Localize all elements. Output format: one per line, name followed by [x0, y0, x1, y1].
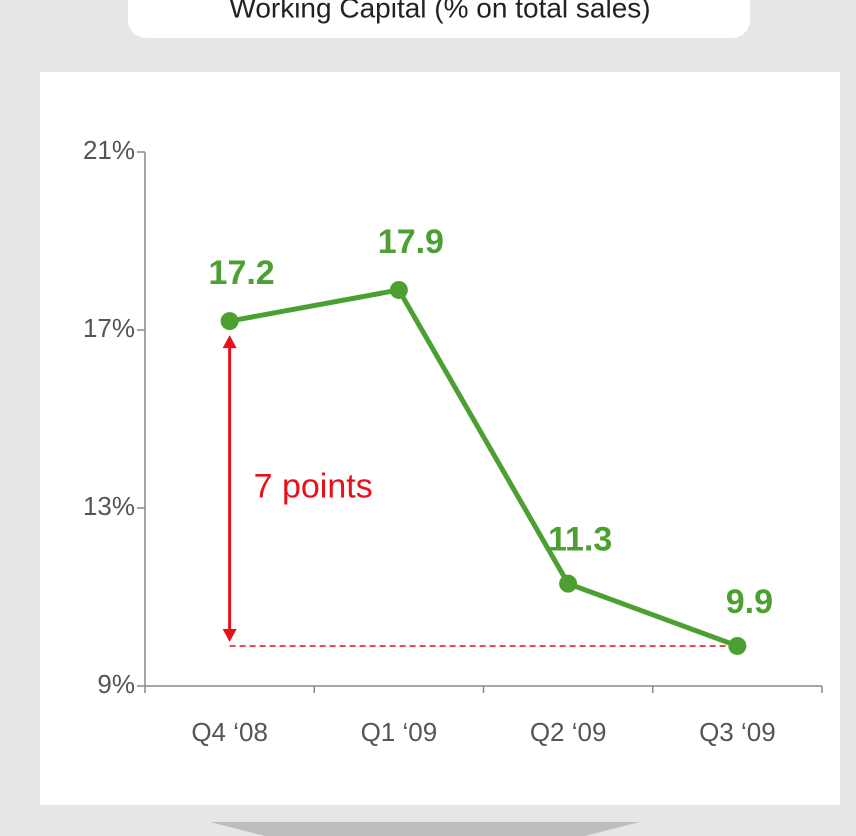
- data-label: 11.3: [548, 521, 612, 559]
- arrow-head: [222, 628, 237, 642]
- x-tick-label: Q4 ‘08: [191, 717, 268, 747]
- y-tick-label: 17%: [83, 313, 135, 343]
- y-tick-label: 13%: [83, 491, 135, 521]
- data-label: 17.9: [378, 223, 444, 261]
- annotation-text: 7 points: [254, 468, 373, 506]
- y-tick-label: 21%: [83, 135, 135, 165]
- point: [220, 312, 239, 331]
- arrow-head: [222, 335, 237, 349]
- point: [389, 280, 408, 299]
- point: [728, 636, 747, 655]
- point: [559, 574, 578, 593]
- data-label: 9.9: [726, 583, 773, 621]
- bottom-tab: [210, 822, 640, 836]
- chart-title: Working Capital (% on total sales): [229, 0, 650, 23]
- y-tick-label: 9%: [97, 669, 135, 699]
- plot-panel: [40, 72, 840, 805]
- data-label: 17.2: [209, 254, 275, 292]
- x-tick-label: Q1 ‘09: [361, 717, 438, 747]
- x-tick-label: Q3 ‘09: [699, 717, 776, 747]
- line: [229, 287, 739, 649]
- title-box: [128, 0, 750, 38]
- x-tick-label: Q2 ‘09: [530, 717, 607, 747]
